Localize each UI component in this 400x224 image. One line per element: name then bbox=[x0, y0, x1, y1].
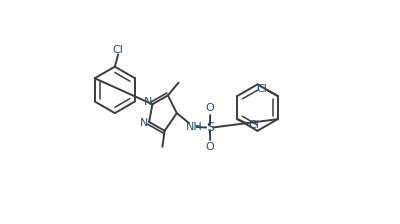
Text: NH: NH bbox=[186, 123, 202, 132]
Text: S: S bbox=[207, 121, 215, 134]
Text: N: N bbox=[144, 97, 153, 107]
Text: Cl: Cl bbox=[248, 120, 259, 130]
Text: O: O bbox=[206, 103, 214, 113]
Text: Cl: Cl bbox=[113, 45, 124, 55]
Text: O: O bbox=[206, 142, 214, 152]
Text: N: N bbox=[140, 118, 148, 128]
Text: Cl: Cl bbox=[256, 84, 267, 94]
